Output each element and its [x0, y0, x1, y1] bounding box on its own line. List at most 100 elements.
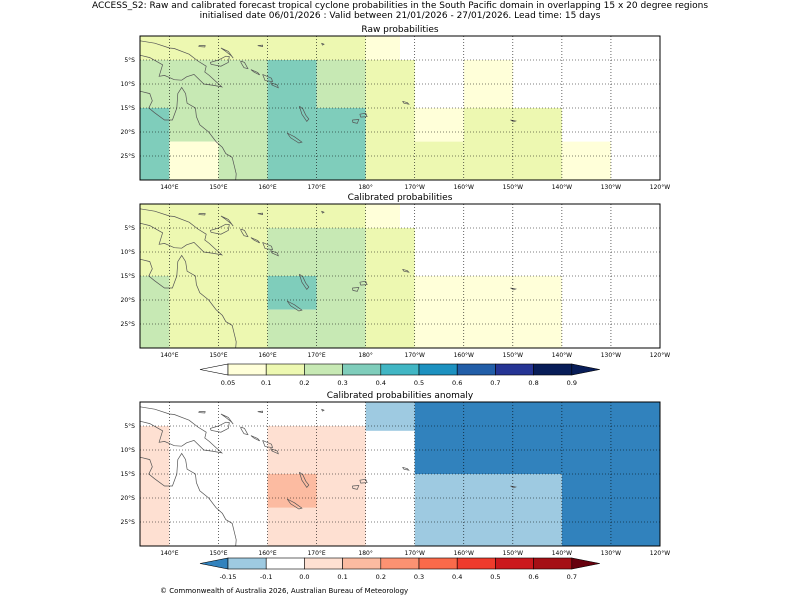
coastline — [286, 498, 303, 510]
colorbar-segment — [456, 363, 496, 376]
x-tick-label: 150°W — [503, 352, 523, 359]
panel-raw: Raw probabilities 140°E 150°E 160°E 170°E 180… — [121, 25, 671, 191]
x-tick-label: 150°E — [209, 550, 227, 557]
heatmap-cell — [561, 141, 611, 180]
x-tick-label: 180° — [358, 352, 372, 359]
colorbar-tick-label: 0.8 — [528, 379, 538, 387]
colorbar-segment — [304, 363, 343, 376]
y-tick-label: 15°S — [121, 471, 136, 478]
colorbar-extend-high — [571, 363, 600, 376]
x-tick-label: 160°E — [258, 184, 276, 191]
heatmap-cell — [140, 36, 268, 60]
coastline — [402, 100, 410, 105]
coastline — [209, 55, 230, 67]
colorbar-segment — [533, 363, 573, 376]
x-tick-label: 140°W — [552, 184, 572, 191]
colorbar-tick-label: 0.7 — [567, 573, 577, 581]
y-tick-label: 25°S — [121, 153, 136, 160]
colorbar-anomaly: -0.15 -0.1 0.0 0.1 0.2 0.3 0.4 0.5 0.6 0.7 — [199, 557, 600, 581]
colorbar-extend-low — [199, 557, 229, 570]
colorbar-extend-high — [571, 557, 600, 570]
x-tick-label: 130°W — [601, 184, 621, 191]
coastline — [220, 47, 234, 59]
coastline — [262, 74, 273, 83]
x-tick-label: 140°E — [160, 352, 178, 359]
panel-frame — [139, 35, 661, 181]
colorbar-segment — [227, 363, 267, 376]
coastline — [139, 208, 224, 256]
colorbar-segment — [265, 363, 305, 376]
y-tick-label: 5°S — [124, 57, 135, 64]
figure-title-line2: initialised date 06/01/2026 : Valid betw… — [199, 11, 601, 21]
x-tick-label: 180° — [358, 550, 372, 557]
coastline — [286, 132, 303, 144]
coastline — [359, 280, 368, 286]
coastline — [352, 485, 360, 490]
coastline — [209, 223, 230, 235]
heatmap-cell — [365, 228, 415, 276]
heatmap-cell — [414, 402, 660, 474]
y-tick-label: 15°S — [121, 273, 136, 280]
panel-calibrated: Calibrated probabilities 140°E 150°E 160°E 1… — [121, 193, 671, 359]
coastline — [262, 242, 273, 251]
colorbar-probability: 0.05 0.1 0.2 0.3 0.4 0.5 0.6 0.7 0.8 0.9 — [199, 363, 600, 387]
coastline — [250, 237, 260, 244]
coastline — [139, 254, 237, 349]
coastline — [321, 210, 325, 214]
coastline — [257, 212, 263, 216]
x-tick-label: 170°W — [405, 352, 425, 359]
y-tick-label: 10°S — [121, 81, 136, 88]
x-tick-label: 120°W — [650, 550, 670, 557]
coastline — [250, 435, 260, 442]
x-tick-label: 170°W — [405, 550, 425, 557]
heatmap-cell — [267, 474, 317, 508]
heatmap-cell — [365, 402, 415, 431]
x-tick-label: 150°E — [209, 184, 227, 191]
colorbar-tick-label: 0.3 — [337, 379, 347, 387]
colorbar-tick-label: 0.2 — [376, 573, 386, 581]
x-tick-label: 140°E — [160, 184, 178, 191]
colorbar-segment — [227, 557, 267, 570]
colorbar-segment — [380, 557, 420, 570]
colorbar-segment — [342, 363, 382, 376]
figure-title-line1: ACCESS_S2: Raw and calibrated forecast t… — [91, 1, 709, 11]
panel-title: Calibrated probabilities — [348, 193, 453, 203]
coastline — [257, 410, 263, 414]
heatmap-cell — [169, 108, 219, 142]
x-tick-label: 170°W — [405, 184, 425, 191]
heatmap-cell — [316, 276, 366, 348]
colorbar-tick-label: 0.5 — [490, 573, 500, 581]
y-tick-label: 25°S — [121, 321, 136, 328]
heatmap-cell — [414, 141, 464, 180]
colorbar-tick-label: 0.05 — [221, 379, 235, 387]
x-tick-label: 160°W — [454, 184, 474, 191]
x-tick-label: 140°W — [552, 352, 572, 359]
panel-frame — [139, 401, 661, 547]
colorbar-tick-label: -0.15 — [220, 573, 237, 581]
x-tick-label: 160°E — [258, 550, 276, 557]
x-tick-label: 120°W — [650, 352, 670, 359]
x-tick-label: 170°E — [307, 550, 325, 557]
heatmap-cell — [140, 204, 366, 228]
x-tick-label: 120°W — [650, 184, 670, 191]
x-tick-label: 140°W — [552, 550, 572, 557]
heatmap-cell — [365, 60, 415, 108]
coastline — [139, 406, 224, 454]
heatmap-cell — [365, 108, 415, 180]
coastline — [262, 440, 273, 449]
colorbar-tick-label: 0.1 — [261, 379, 271, 387]
coastline — [359, 112, 368, 118]
colorbar-tick-label: -0.1 — [260, 573, 273, 581]
coastline — [209, 421, 230, 433]
heatmap-cell — [267, 60, 317, 180]
coastline — [299, 105, 310, 122]
coastline — [359, 478, 368, 484]
coastline — [139, 40, 224, 88]
colorbar-tick-label: 0.0 — [299, 573, 309, 581]
colorbar-extend-low — [199, 363, 229, 376]
heatmap-cell — [169, 141, 219, 180]
coastline — [139, 452, 237, 547]
heatmap-cell — [140, 228, 170, 276]
colorbar-segment — [342, 557, 382, 570]
